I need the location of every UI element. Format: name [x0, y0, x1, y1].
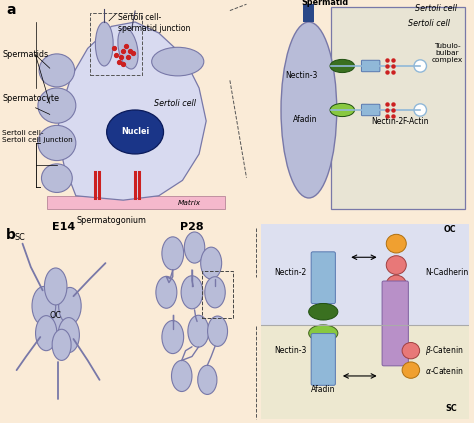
- FancyBboxPatch shape: [362, 104, 380, 116]
- Text: b: b: [6, 228, 16, 242]
- Text: OC: OC: [444, 225, 457, 234]
- Text: Nuclei: Nuclei: [121, 127, 149, 137]
- Text: Sertoli cell: Sertoli cell: [155, 99, 196, 107]
- Bar: [202, 271, 233, 318]
- Circle shape: [414, 60, 427, 72]
- Circle shape: [38, 125, 76, 161]
- Ellipse shape: [107, 110, 164, 154]
- FancyBboxPatch shape: [382, 281, 409, 366]
- Text: $\alpha$-Catenin: $\alpha$-Catenin: [426, 365, 464, 376]
- Ellipse shape: [330, 103, 355, 117]
- Text: Afadin: Afadin: [311, 385, 336, 394]
- Circle shape: [162, 237, 183, 270]
- Circle shape: [162, 321, 183, 354]
- Text: SC: SC: [445, 404, 457, 413]
- Polygon shape: [57, 22, 206, 200]
- Text: Tubulo-
bulbar
complex: Tubulo- bulbar complex: [431, 43, 463, 63]
- FancyBboxPatch shape: [311, 334, 336, 385]
- FancyBboxPatch shape: [362, 60, 380, 72]
- Text: a: a: [6, 3, 16, 17]
- Ellipse shape: [95, 22, 113, 66]
- Circle shape: [39, 54, 75, 87]
- Circle shape: [198, 365, 217, 394]
- Text: Spermatocyte: Spermatocyte: [2, 94, 59, 104]
- FancyBboxPatch shape: [311, 252, 336, 304]
- Circle shape: [402, 343, 419, 359]
- Circle shape: [402, 362, 419, 378]
- Text: Sertoli cell-
spermatid junction: Sertoli cell- spermatid junction: [118, 13, 191, 33]
- Circle shape: [58, 318, 80, 353]
- Circle shape: [414, 104, 427, 116]
- Bar: [90, 13, 142, 75]
- Text: OC: OC: [50, 311, 62, 320]
- Circle shape: [40, 288, 76, 347]
- Text: Spermatid: Spermatid: [301, 0, 348, 8]
- Text: F-Actin: F-Actin: [402, 117, 429, 126]
- Circle shape: [32, 286, 56, 325]
- Ellipse shape: [330, 59, 355, 73]
- Bar: [303, 4, 314, 22]
- Circle shape: [42, 164, 72, 192]
- Text: Nectin-3: Nectin-3: [274, 346, 307, 355]
- Bar: [47, 196, 225, 209]
- Text: Sertoli cell: Sertoli cell: [415, 4, 457, 13]
- Text: E14: E14: [52, 222, 76, 232]
- Circle shape: [156, 276, 177, 308]
- Circle shape: [38, 88, 76, 123]
- Text: Afadin: Afadin: [293, 115, 318, 124]
- Circle shape: [59, 288, 81, 324]
- Circle shape: [201, 247, 222, 279]
- Text: Nectin-3: Nectin-3: [285, 71, 318, 80]
- Circle shape: [181, 276, 203, 309]
- Text: $\beta$-Catenin: $\beta$-Catenin: [426, 344, 464, 357]
- Ellipse shape: [309, 325, 338, 341]
- Ellipse shape: [118, 28, 138, 69]
- Text: Sertoli cell-
Sertoli cell junction: Sertoli cell- Sertoli cell junction: [2, 130, 73, 143]
- Ellipse shape: [309, 303, 338, 320]
- Circle shape: [188, 315, 209, 347]
- Circle shape: [52, 329, 71, 360]
- Text: SC: SC: [14, 233, 25, 242]
- Text: Nectin-2: Nectin-2: [274, 268, 307, 277]
- Circle shape: [36, 316, 57, 351]
- Circle shape: [45, 268, 67, 305]
- Circle shape: [386, 256, 406, 275]
- Text: N-Cadherin: N-Cadherin: [426, 268, 469, 277]
- Text: Sertoli cell: Sertoli cell: [408, 19, 450, 28]
- Text: Spermatogonium: Spermatogonium: [76, 216, 146, 225]
- Bar: [331, 7, 465, 209]
- Circle shape: [386, 275, 406, 294]
- Circle shape: [386, 234, 406, 253]
- Circle shape: [172, 360, 192, 392]
- Ellipse shape: [152, 47, 204, 76]
- Circle shape: [205, 277, 225, 308]
- Text: Nectin-2: Nectin-2: [371, 117, 403, 126]
- Text: P28: P28: [180, 222, 204, 232]
- Circle shape: [208, 316, 228, 346]
- Bar: [261, 325, 469, 419]
- Text: Spermatids: Spermatids: [2, 50, 48, 60]
- Circle shape: [184, 232, 205, 263]
- Bar: [261, 224, 469, 325]
- Ellipse shape: [281, 22, 337, 198]
- Text: Matrix: Matrix: [178, 200, 201, 206]
